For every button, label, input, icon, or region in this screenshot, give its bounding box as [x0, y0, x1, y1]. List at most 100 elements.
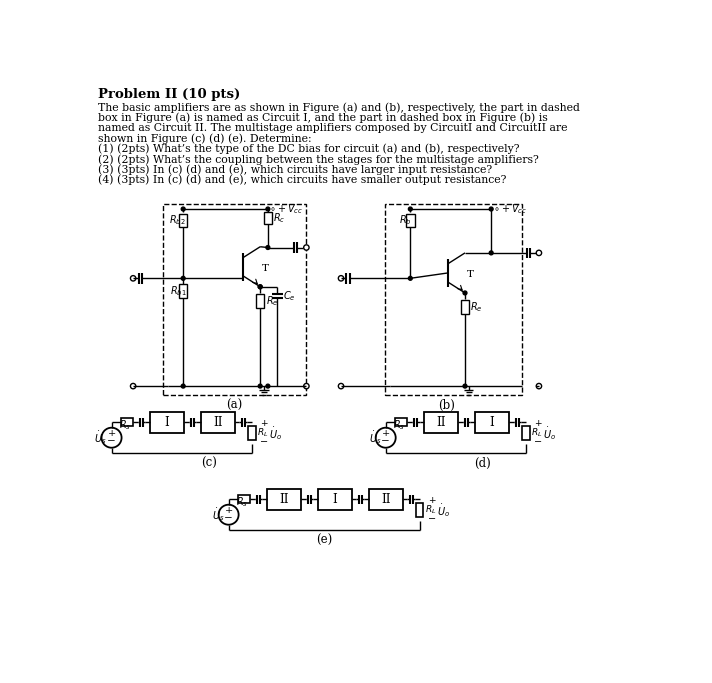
Text: −: −: [260, 438, 268, 447]
Text: $R_L$: $R_L$: [531, 427, 543, 439]
Text: $\dot{U}_s$: $\dot{U}_s$: [211, 506, 224, 523]
Text: (a): (a): [226, 399, 242, 412]
Text: I: I: [164, 416, 169, 429]
Text: −: −: [534, 438, 543, 447]
Text: $C_e$: $C_e$: [283, 289, 296, 303]
Circle shape: [338, 276, 344, 281]
Bar: [475, 412, 509, 433]
Text: II: II: [279, 493, 289, 506]
Circle shape: [338, 383, 344, 389]
Bar: [395, 419, 407, 426]
Text: I: I: [333, 493, 337, 506]
Circle shape: [219, 505, 239, 525]
Text: T: T: [262, 264, 268, 273]
Text: Problem II (10 pts): Problem II (10 pts): [98, 88, 241, 101]
Text: shown in Figure (c) (d) (e). Determine:: shown in Figure (c) (d) (e). Determine:: [98, 133, 312, 143]
Circle shape: [266, 384, 270, 388]
Text: II: II: [213, 416, 223, 429]
Text: −: −: [428, 515, 436, 524]
Text: −: −: [224, 514, 233, 523]
Text: The basic amplifiers are as shown in Figure (a) and (b), respectively, the part : The basic amplifiers are as shown in Fig…: [98, 102, 580, 113]
Circle shape: [258, 285, 262, 289]
Text: $\dot{U}_o$: $\dot{U}_o$: [268, 425, 282, 441]
Circle shape: [536, 383, 542, 389]
Bar: [416, 503, 424, 517]
Text: box in Figure (a) is named as Circuit I, and the part in dashed box in Figure (b: box in Figure (a) is named as Circuit I,…: [98, 113, 548, 123]
Text: $\circ+V_{cc}$: $\circ+V_{cc}$: [493, 202, 527, 216]
Circle shape: [304, 383, 309, 389]
Circle shape: [266, 207, 270, 211]
Text: +: +: [108, 430, 115, 438]
Text: $\circ+V_{cc}$: $\circ+V_{cc}$: [269, 202, 303, 216]
Bar: [179, 285, 187, 298]
Text: $R_L$: $R_L$: [257, 427, 268, 439]
Bar: [179, 214, 187, 227]
Circle shape: [182, 384, 185, 388]
Text: (1) (2pts) What’s the type of the DC bias for circuit (a) and (b), respectively?: (1) (2pts) What’s the type of the DC bia…: [98, 143, 520, 154]
Text: $R_s$: $R_s$: [394, 418, 406, 432]
Bar: [163, 204, 305, 395]
Circle shape: [409, 207, 412, 211]
Circle shape: [102, 428, 122, 448]
Text: $R_{b2}$: $R_{b2}$: [169, 214, 186, 227]
Text: −: −: [108, 437, 116, 446]
Text: (e): (e): [316, 533, 333, 546]
Text: (d): (d): [474, 457, 491, 470]
Text: $\dot{U}_o$: $\dot{U}_o$: [436, 501, 449, 518]
Text: +: +: [535, 419, 542, 428]
Text: II: II: [436, 416, 446, 429]
Circle shape: [536, 250, 542, 255]
Text: +: +: [261, 419, 268, 428]
Text: $\dot{U}_s$: $\dot{U}_s$: [95, 429, 107, 446]
Text: II: II: [381, 493, 390, 506]
Text: $R_{b1}$: $R_{b1}$: [170, 285, 187, 298]
Text: named as Circuit II. The multistage amplifiers composed by CircuitI and CircuitI: named as Circuit II. The multistage ampl…: [98, 123, 568, 133]
Circle shape: [304, 245, 309, 250]
Text: (2) (2pts) What’s the coupling between the stages for the multistage amplifiers?: (2) (2pts) What’s the coupling between t…: [98, 154, 539, 165]
Circle shape: [376, 428, 396, 448]
Text: $\dot{U}_o$: $\dot{U}_o$: [543, 425, 556, 441]
Text: $R_s$: $R_s$: [236, 494, 248, 509]
Bar: [406, 214, 414, 227]
Bar: [424, 412, 458, 433]
Circle shape: [409, 277, 412, 280]
Text: $R_L$: $R_L$: [425, 504, 436, 516]
Bar: [461, 300, 469, 313]
Bar: [267, 488, 301, 510]
Circle shape: [258, 384, 262, 388]
Bar: [263, 212, 272, 225]
Text: $\dot{U}_s$: $\dot{U}_s$: [369, 429, 381, 446]
Circle shape: [130, 383, 136, 389]
Text: (3) (3pts) In (c) (d) and (e), which circuits have larger input resistance?: (3) (3pts) In (c) (d) and (e), which cir…: [98, 165, 493, 175]
Circle shape: [130, 276, 136, 281]
Circle shape: [489, 251, 493, 255]
Circle shape: [182, 207, 185, 211]
Text: I: I: [490, 416, 494, 429]
Text: (4) (3pts) In (c) (d) and (e), which circuits have smaller output resistance?: (4) (3pts) In (c) (d) and (e), which cir…: [98, 175, 507, 185]
Circle shape: [182, 277, 185, 280]
Circle shape: [463, 291, 467, 295]
Text: (b): (b): [438, 399, 455, 412]
Bar: [318, 488, 352, 510]
Bar: [369, 488, 402, 510]
Circle shape: [258, 285, 262, 289]
Bar: [256, 294, 264, 307]
Bar: [238, 495, 250, 503]
Text: $R_e$: $R_e$: [266, 294, 278, 307]
Text: +: +: [382, 430, 389, 438]
Bar: [121, 419, 133, 426]
Bar: [385, 204, 522, 395]
Bar: [522, 426, 530, 440]
Text: $R_b$: $R_b$: [399, 214, 412, 227]
Circle shape: [463, 384, 467, 388]
Text: T: T: [466, 270, 473, 279]
Bar: [150, 412, 184, 433]
Text: (c): (c): [201, 457, 216, 470]
Bar: [248, 426, 256, 440]
Text: $R_s$: $R_s$: [120, 418, 132, 432]
Text: +: +: [428, 496, 436, 505]
Bar: [201, 412, 235, 433]
Text: $R_c$: $R_c$: [273, 211, 286, 225]
Circle shape: [266, 246, 270, 249]
Text: $R_e$: $R_e$: [471, 300, 483, 313]
